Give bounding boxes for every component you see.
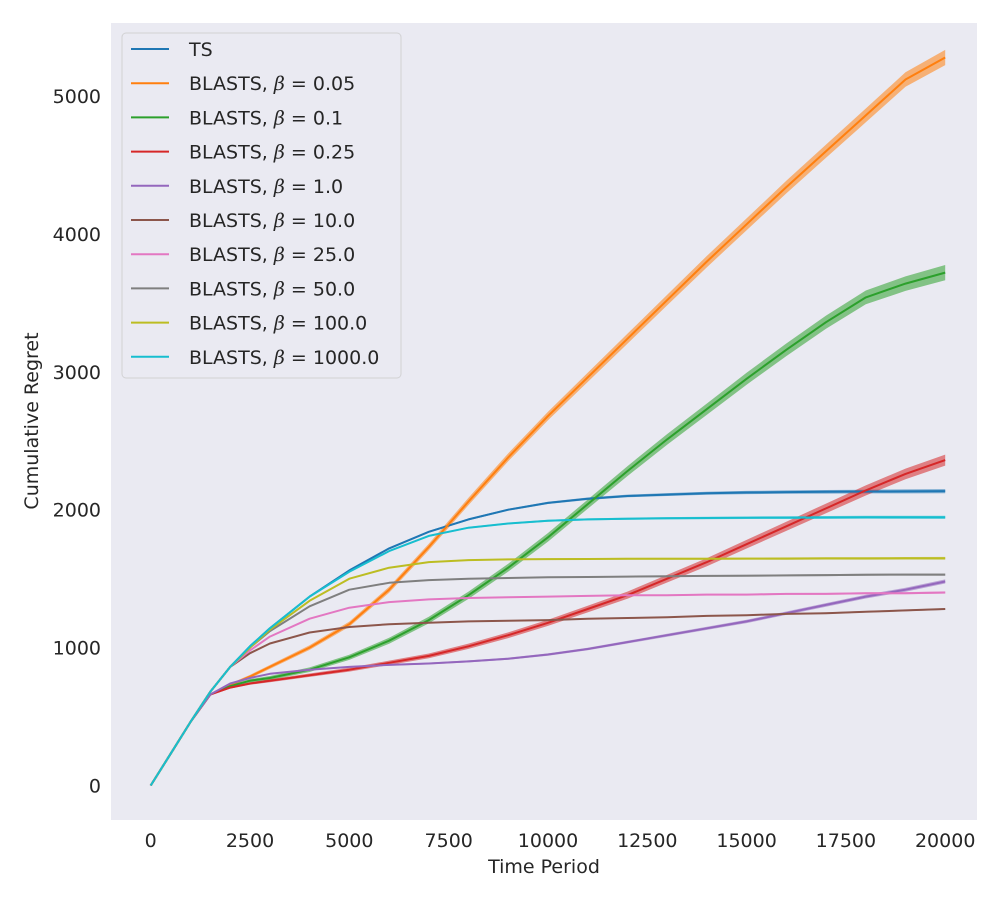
- legend-label-4: BLASTS, β = 1.0: [189, 176, 343, 198]
- line-series-4: [149, 580, 946, 787]
- legend-label-6: BLASTS, β = 25.0: [189, 244, 355, 266]
- legend-label-8: BLASTS, β = 100.0: [189, 313, 367, 335]
- legend-box: [121, 32, 402, 379]
- line-series-9: [149, 516, 946, 787]
- series-lines: [149, 56, 946, 787]
- band-series-2: [150, 265, 946, 786]
- band-series-1: [150, 49, 946, 786]
- legend-label-7: BLASTS, β = 50.0: [189, 278, 355, 300]
- legend-label-2: BLASTS, β = 0.1: [189, 107, 343, 129]
- y-tick-label-0: 0: [89, 776, 101, 798]
- y-tick-label-4: 4000: [53, 224, 101, 246]
- y-tick-label-2: 2000: [53, 500, 101, 522]
- y-tick-label-5: 5000: [53, 86, 101, 108]
- x-tick-label-3: 7500: [425, 830, 473, 852]
- line-series-2: [149, 271, 946, 787]
- x-tick-label-6: 15000: [716, 830, 776, 852]
- x-tick-label-5: 12500: [617, 830, 677, 852]
- y-axis-ticks: 0 1000 2000 3000 4000 5000: [53, 86, 101, 797]
- y-tick-label-1: 1000: [53, 638, 101, 660]
- legend: TS BLASTS, β = 0.05 BLASTS, β = 0.1 BLASTS,…: [121, 32, 402, 379]
- y-tick-label-3: 3000: [53, 362, 101, 384]
- legend-label-9: BLASTS, β = 1000.0: [189, 347, 379, 369]
- x-tick-label-1: 2500: [226, 830, 274, 852]
- x-tick-label-2: 5000: [325, 830, 373, 852]
- x-tick-label-8: 20000: [915, 830, 975, 852]
- legend-label-5: BLASTS, β = 10.0: [189, 210, 355, 232]
- x-tick-label-4: 10000: [518, 830, 578, 852]
- x-tick-label-0: 0: [145, 830, 157, 852]
- x-axis-label: Time Period: [487, 856, 600, 878]
- y-axis-label: Cumulative Regret: [21, 332, 43, 509]
- x-axis-ticks: 0 2500 5000 7500 10000 12500 15000 17500 20000: [145, 830, 976, 852]
- x-tick-label-7: 17500: [816, 830, 876, 852]
- legend-label-1: BLASTS, β = 0.05: [189, 73, 355, 95]
- legend-label-0: TS: [188, 39, 213, 61]
- legend-label-3: BLASTS, β = 0.25: [189, 142, 355, 164]
- line-series-3: [149, 459, 946, 787]
